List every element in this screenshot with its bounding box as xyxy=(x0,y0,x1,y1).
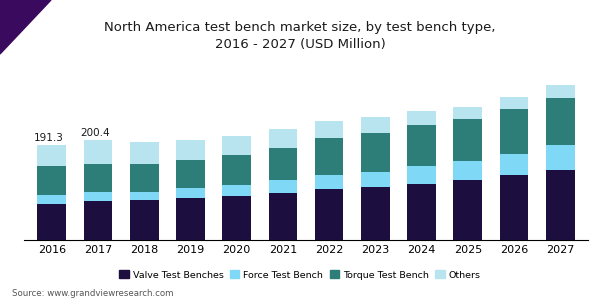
Bar xyxy=(37,145,66,166)
Bar xyxy=(223,154,251,184)
Bar xyxy=(37,166,66,195)
Bar xyxy=(546,145,575,170)
Bar xyxy=(83,164,112,192)
Bar xyxy=(361,187,389,240)
Bar xyxy=(454,118,482,161)
Bar xyxy=(269,148,297,179)
Bar xyxy=(500,154,529,175)
Bar xyxy=(407,111,436,125)
Bar xyxy=(454,161,482,180)
Text: Source: www.grandviewresearch.com: Source: www.grandviewresearch.com xyxy=(12,290,173,298)
Text: 200.4: 200.4 xyxy=(80,128,110,139)
Bar xyxy=(407,125,436,166)
Text: 191.3: 191.3 xyxy=(34,133,64,143)
Bar xyxy=(500,97,529,109)
Bar xyxy=(269,179,297,193)
Bar xyxy=(130,142,158,164)
Bar xyxy=(223,136,251,154)
Bar xyxy=(546,85,575,98)
Bar xyxy=(361,172,389,187)
Bar xyxy=(315,175,343,189)
Bar xyxy=(223,184,251,196)
Bar xyxy=(546,170,575,240)
Bar xyxy=(176,160,205,188)
Bar xyxy=(37,195,66,204)
Bar xyxy=(223,196,251,240)
Bar xyxy=(83,201,112,240)
Bar xyxy=(315,138,343,175)
Text: North America test bench market size, by test bench type,
2016 - 2027 (USD Milli: North America test bench market size, by… xyxy=(104,21,496,51)
Bar xyxy=(500,109,529,154)
Bar xyxy=(361,133,389,172)
Bar xyxy=(546,98,575,145)
Bar xyxy=(176,198,205,240)
Polygon shape xyxy=(0,0,51,54)
Bar xyxy=(454,180,482,240)
Bar xyxy=(269,128,297,148)
Bar xyxy=(130,164,158,191)
Bar xyxy=(176,188,205,198)
Bar xyxy=(37,204,66,240)
Bar xyxy=(361,117,389,133)
Bar xyxy=(407,184,436,240)
Bar xyxy=(315,189,343,240)
Bar xyxy=(176,140,205,160)
Bar xyxy=(500,175,529,240)
Bar xyxy=(454,106,482,119)
Bar xyxy=(83,192,112,201)
Bar xyxy=(130,200,158,240)
Legend: Valve Test Benches, Force Test Bench, Torque Test Bench, Others: Valve Test Benches, Force Test Bench, To… xyxy=(116,267,484,283)
Bar xyxy=(130,191,158,200)
Bar xyxy=(83,140,112,164)
Bar xyxy=(407,166,436,184)
Bar xyxy=(269,193,297,240)
Bar xyxy=(315,121,343,138)
